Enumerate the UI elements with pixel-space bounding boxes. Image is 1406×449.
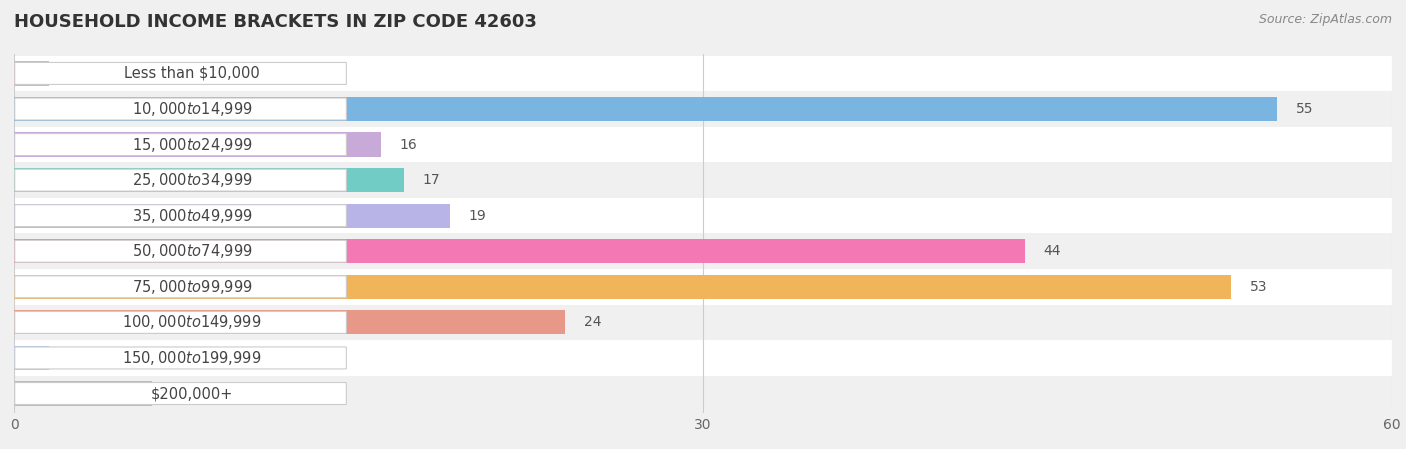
Bar xyxy=(0,304,1406,340)
Bar xyxy=(14,168,405,192)
FancyBboxPatch shape xyxy=(14,276,346,298)
Bar xyxy=(0,376,1406,411)
FancyBboxPatch shape xyxy=(14,240,346,262)
FancyBboxPatch shape xyxy=(14,312,346,333)
FancyBboxPatch shape xyxy=(14,383,346,405)
Circle shape xyxy=(11,348,24,368)
Bar xyxy=(14,132,381,157)
Circle shape xyxy=(11,134,24,155)
Text: $35,000 to $49,999: $35,000 to $49,999 xyxy=(132,207,253,224)
Text: 17: 17 xyxy=(423,173,440,187)
Text: $200,000+: $200,000+ xyxy=(150,386,233,401)
Circle shape xyxy=(11,241,24,261)
Circle shape xyxy=(11,383,24,404)
Bar xyxy=(14,346,48,370)
Bar xyxy=(0,233,1406,269)
Text: 16: 16 xyxy=(399,137,418,152)
Text: 0: 0 xyxy=(55,351,65,365)
Text: 44: 44 xyxy=(1043,244,1060,258)
Circle shape xyxy=(11,206,24,226)
Bar xyxy=(0,340,1406,376)
Text: $15,000 to $24,999: $15,000 to $24,999 xyxy=(132,136,253,154)
Bar xyxy=(14,382,152,405)
Text: HOUSEHOLD INCOME BRACKETS IN ZIP CODE 42603: HOUSEHOLD INCOME BRACKETS IN ZIP CODE 42… xyxy=(14,13,537,31)
Bar xyxy=(0,163,1406,198)
Text: $100,000 to $149,999: $100,000 to $149,999 xyxy=(122,313,262,331)
Bar xyxy=(14,239,1025,264)
Text: $10,000 to $14,999: $10,000 to $14,999 xyxy=(132,100,253,118)
Bar xyxy=(14,275,1232,299)
Bar xyxy=(14,203,450,228)
Text: 6: 6 xyxy=(170,387,179,401)
Circle shape xyxy=(11,63,24,84)
FancyBboxPatch shape xyxy=(14,98,346,120)
Text: 55: 55 xyxy=(1295,102,1313,116)
Circle shape xyxy=(11,170,24,190)
Text: $50,000 to $74,999: $50,000 to $74,999 xyxy=(132,242,253,260)
Bar xyxy=(0,198,1406,233)
FancyBboxPatch shape xyxy=(14,205,346,227)
Bar xyxy=(14,310,565,335)
Bar xyxy=(0,56,1406,91)
Bar xyxy=(0,269,1406,304)
FancyBboxPatch shape xyxy=(14,134,346,155)
Bar xyxy=(0,127,1406,163)
Text: 0: 0 xyxy=(55,66,65,80)
Bar xyxy=(14,97,1277,121)
Bar xyxy=(14,62,48,85)
Text: 24: 24 xyxy=(583,315,602,330)
Text: Source: ZipAtlas.com: Source: ZipAtlas.com xyxy=(1258,13,1392,26)
Text: 19: 19 xyxy=(468,209,486,223)
Circle shape xyxy=(11,312,24,333)
FancyBboxPatch shape xyxy=(14,169,346,191)
Text: $25,000 to $34,999: $25,000 to $34,999 xyxy=(132,171,253,189)
Circle shape xyxy=(11,277,24,297)
Text: $150,000 to $199,999: $150,000 to $199,999 xyxy=(122,349,262,367)
Text: Less than $10,000: Less than $10,000 xyxy=(124,66,260,81)
Circle shape xyxy=(11,99,24,119)
Text: $75,000 to $99,999: $75,000 to $99,999 xyxy=(132,278,253,296)
Bar xyxy=(0,91,1406,127)
FancyBboxPatch shape xyxy=(14,347,346,369)
FancyBboxPatch shape xyxy=(14,62,346,84)
Text: 53: 53 xyxy=(1250,280,1267,294)
